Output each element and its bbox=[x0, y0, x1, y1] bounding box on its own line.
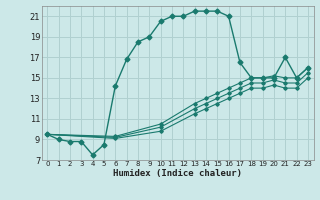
X-axis label: Humidex (Indice chaleur): Humidex (Indice chaleur) bbox=[113, 169, 242, 178]
